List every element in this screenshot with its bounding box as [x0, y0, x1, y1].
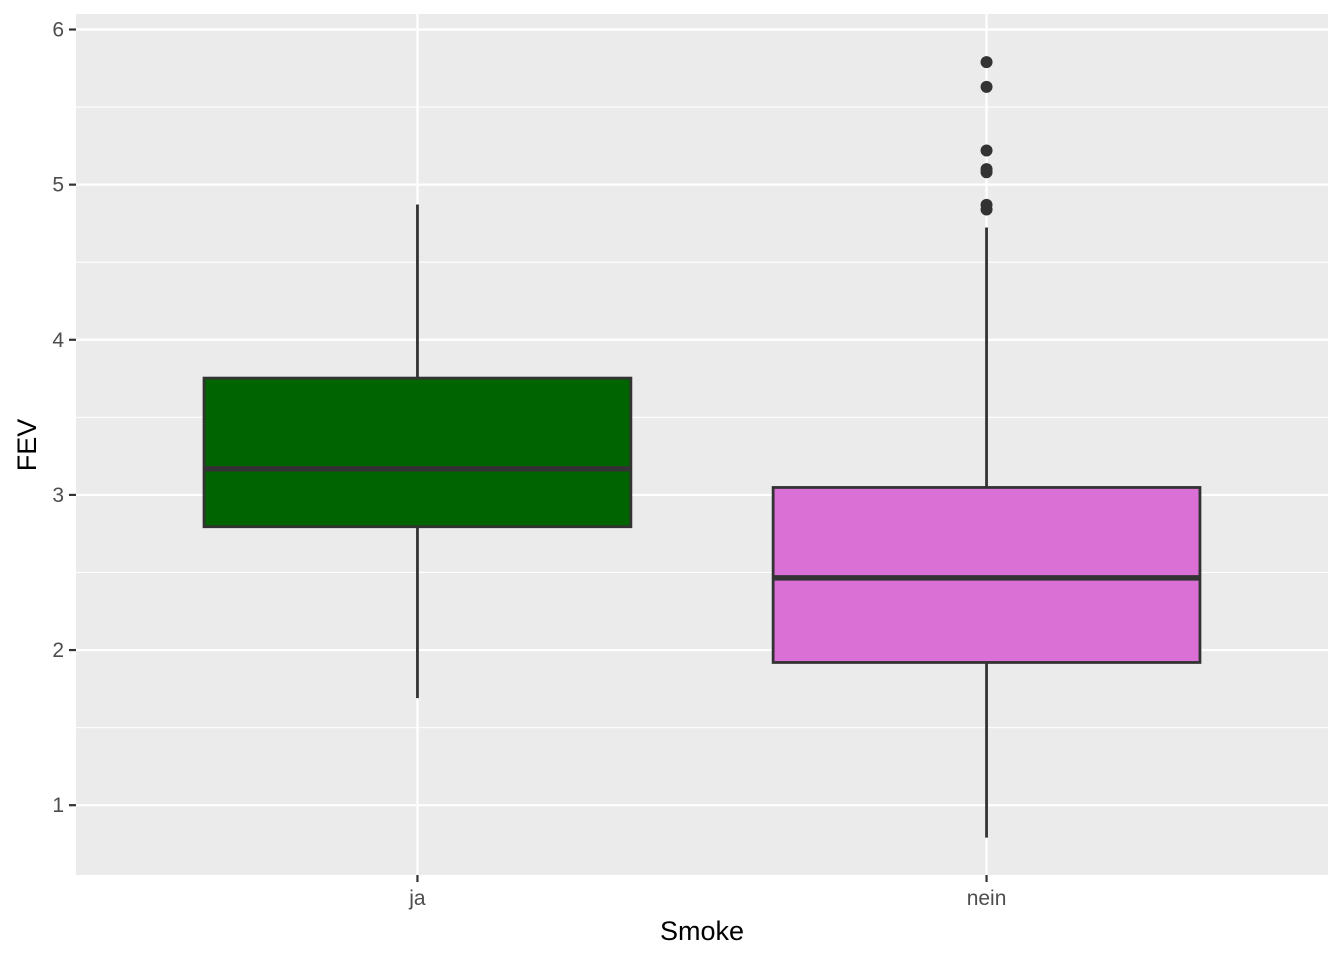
- box-iqr: [202, 376, 633, 529]
- x-tick-label: nein: [967, 887, 1007, 910]
- outlier-point: [980, 56, 993, 69]
- box-iqr: [771, 486, 1202, 664]
- outlier-point: [980, 144, 993, 157]
- y-axis: 1 2 3 4 5 6: [52, 19, 76, 817]
- y-tick-label: 5: [52, 174, 64, 197]
- x-axis-title: Smoke: [660, 916, 744, 946]
- box-group-nein: [771, 56, 1202, 838]
- boxplot-marks: [202, 56, 1202, 838]
- x-axis: ja nein: [408, 875, 1006, 910]
- box-group-ja: [202, 204, 633, 699]
- y-tick-label: 2: [52, 639, 64, 662]
- x-tick-label: ja: [408, 887, 426, 910]
- outlier-point: [980, 198, 993, 211]
- y-axis-title: FEV: [12, 419, 42, 472]
- y-tick-label: 1: [52, 794, 64, 817]
- y-tick-label: 6: [52, 19, 64, 42]
- y-tick-label: 4: [52, 329, 64, 352]
- outlier-point: [980, 80, 993, 93]
- outlier-point: [980, 163, 993, 176]
- y-tick-label: 3: [52, 484, 64, 507]
